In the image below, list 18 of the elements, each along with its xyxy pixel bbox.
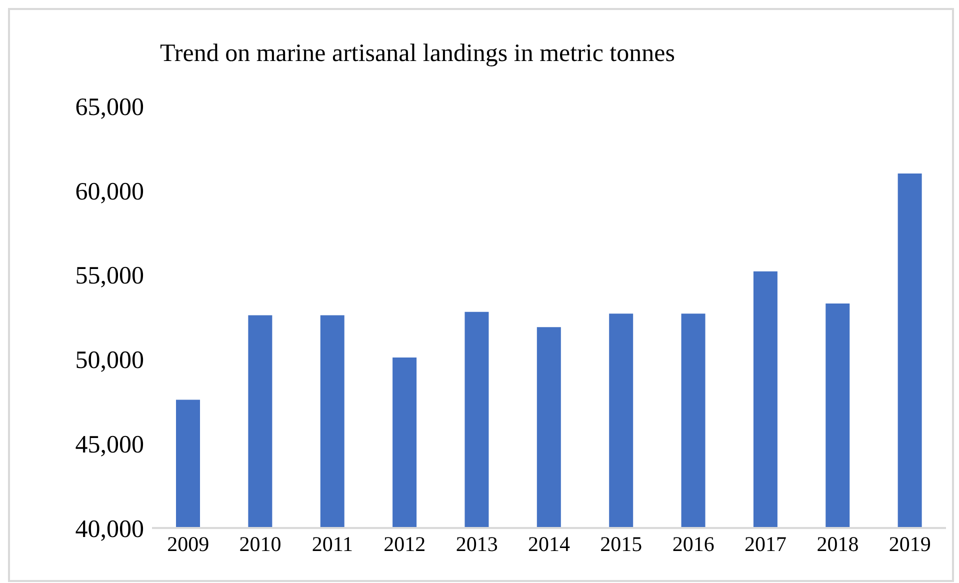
y-tick-label: 45,000 (75, 431, 144, 458)
x-tick-label: 2011 (312, 532, 354, 556)
chart-title: Trend on marine artisanal landings in metric tonnes (160, 40, 675, 68)
y-tick-label: 65,000 (75, 94, 144, 121)
y-tick-label: 40,000 (75, 516, 144, 543)
x-tick-label: 2018 (816, 532, 859, 556)
x-tick-label: 2015 (600, 532, 642, 556)
x-tick-label: 2009 (167, 532, 210, 556)
x-tick-label: 2014 (528, 532, 570, 556)
y-tick-label: 50,000 (75, 347, 144, 374)
x-tick-label: 2013 (456, 532, 498, 556)
y-tick-label: 55,000 (75, 262, 144, 290)
x-tick-label: 2010 (239, 532, 282, 556)
y-tick-label: 60,000 (75, 178, 144, 206)
x-tick-label: 2016 (672, 532, 714, 556)
x-tick-label: 2019 (888, 532, 931, 556)
x-tick-label: 2017 (744, 532, 787, 556)
x-tick-label: 2012 (384, 532, 426, 556)
